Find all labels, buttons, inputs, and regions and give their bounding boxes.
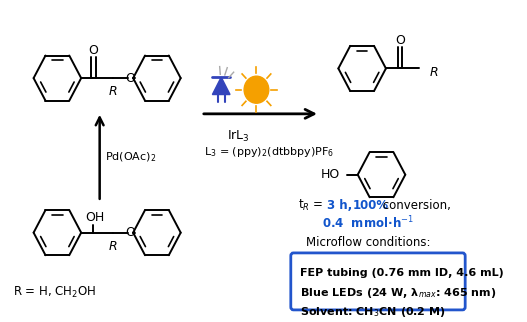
Text: Microflow conditions:: Microflow conditions: bbox=[306, 236, 431, 249]
Text: O: O bbox=[125, 71, 135, 85]
Text: Blue LEDs (24 W, λ$_{max}$: 465 nm): Blue LEDs (24 W, λ$_{max}$: 465 nm) bbox=[300, 286, 497, 299]
Text: O: O bbox=[395, 34, 405, 47]
Text: L$_3$ = (ppy)$_2$(dtbbpy)PF$_6$: L$_3$ = (ppy)$_2$(dtbbpy)PF$_6$ bbox=[203, 145, 334, 158]
Polygon shape bbox=[212, 77, 230, 95]
Text: R: R bbox=[109, 240, 117, 253]
FancyBboxPatch shape bbox=[291, 253, 465, 310]
Text: 100%: 100% bbox=[353, 199, 388, 212]
Text: Pd(OAc)$_2$: Pd(OAc)$_2$ bbox=[105, 150, 156, 164]
Text: Solvent: CH$_3$CN (0.2 M): Solvent: CH$_3$CN (0.2 M) bbox=[300, 305, 446, 319]
Circle shape bbox=[244, 76, 269, 103]
Text: t$_R$ =: t$_R$ = bbox=[298, 198, 324, 213]
Text: R: R bbox=[430, 66, 438, 79]
Text: FEP tubing (0.76 mm ID, 4.6 mL): FEP tubing (0.76 mm ID, 4.6 mL) bbox=[300, 268, 504, 278]
Text: HO: HO bbox=[321, 168, 340, 181]
Text: OH: OH bbox=[85, 211, 105, 224]
Text: R: R bbox=[109, 85, 117, 98]
Text: O: O bbox=[89, 43, 99, 57]
Text: 0.4  mmol·h$^{-1}$: 0.4 mmol·h$^{-1}$ bbox=[323, 215, 414, 231]
Text: 3 h,: 3 h, bbox=[327, 199, 356, 212]
Text: O: O bbox=[125, 226, 135, 239]
Text: R = H, CH$_2$OH: R = H, CH$_2$OH bbox=[13, 285, 97, 300]
Text: IrL$_3$: IrL$_3$ bbox=[227, 128, 250, 144]
Text: conversion,: conversion, bbox=[379, 199, 451, 212]
